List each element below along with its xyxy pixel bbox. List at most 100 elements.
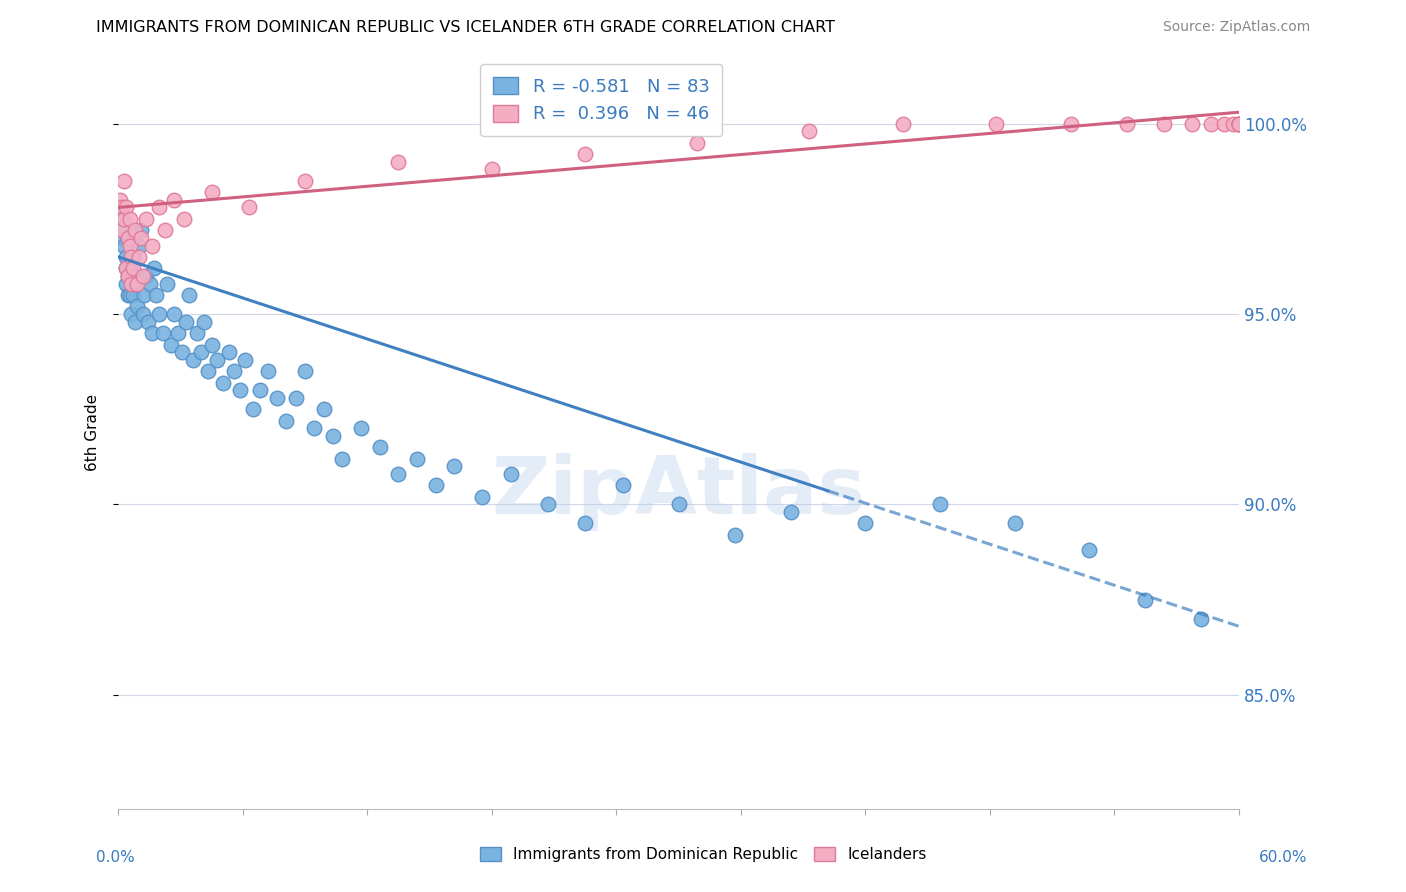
Point bbox=[141, 238, 163, 252]
Point bbox=[122, 250, 145, 264]
Point bbox=[1115, 117, 1137, 131]
Point bbox=[173, 211, 195, 226]
Point bbox=[148, 307, 170, 321]
Point bbox=[218, 345, 240, 359]
Point bbox=[1227, 117, 1250, 131]
Point bbox=[129, 223, 152, 237]
Point bbox=[114, 277, 136, 291]
Point bbox=[112, 174, 135, 188]
Point bbox=[167, 326, 190, 340]
Point bbox=[190, 345, 212, 359]
Point bbox=[163, 307, 186, 321]
Point bbox=[537, 497, 560, 511]
Point bbox=[125, 300, 148, 314]
Point bbox=[284, 391, 307, 405]
Point bbox=[111, 231, 134, 245]
Point bbox=[117, 268, 139, 283]
Point bbox=[387, 467, 409, 481]
Point bbox=[891, 117, 914, 131]
Point bbox=[111, 211, 134, 226]
Point bbox=[118, 238, 141, 252]
Point bbox=[499, 467, 522, 481]
Point bbox=[294, 174, 316, 188]
Point bbox=[686, 136, 709, 150]
Point bbox=[114, 201, 136, 215]
Point bbox=[186, 326, 208, 340]
Point bbox=[122, 261, 145, 276]
Point bbox=[201, 337, 224, 351]
Point bbox=[304, 421, 326, 435]
Point bbox=[425, 478, 447, 492]
Point bbox=[1153, 117, 1175, 131]
Point bbox=[723, 528, 745, 542]
Point bbox=[406, 451, 429, 466]
Point bbox=[120, 250, 142, 264]
Point bbox=[984, 117, 1007, 131]
Point bbox=[612, 478, 634, 492]
Point bbox=[124, 315, 146, 329]
Point bbox=[1227, 117, 1250, 131]
Y-axis label: 6th Grade: 6th Grade bbox=[86, 393, 100, 471]
Point bbox=[256, 364, 278, 378]
Point bbox=[163, 193, 186, 207]
Point bbox=[266, 391, 288, 405]
Point bbox=[471, 490, 494, 504]
Point bbox=[156, 277, 179, 291]
Point bbox=[118, 211, 141, 226]
Legend: Immigrants from Dominican Republic, Icelanders: Immigrants from Dominican Republic, Icel… bbox=[474, 840, 932, 868]
Point bbox=[387, 154, 409, 169]
Point bbox=[174, 315, 197, 329]
Point bbox=[117, 231, 139, 245]
Point bbox=[1004, 516, 1026, 531]
Legend: R = -0.581   N = 83, R =  0.396   N = 46: R = -0.581 N = 83, R = 0.396 N = 46 bbox=[481, 64, 723, 136]
Point bbox=[1078, 543, 1101, 558]
Point bbox=[153, 223, 176, 237]
Point bbox=[112, 223, 135, 237]
Point bbox=[207, 352, 229, 367]
Point bbox=[179, 288, 201, 302]
Point bbox=[142, 261, 165, 276]
Point bbox=[170, 345, 193, 359]
Point bbox=[114, 261, 136, 276]
Point bbox=[110, 201, 132, 215]
Text: 60.0%: 60.0% bbox=[1260, 850, 1308, 865]
Point bbox=[125, 277, 148, 291]
Point bbox=[799, 124, 821, 138]
Point bbox=[668, 497, 690, 511]
Point bbox=[294, 364, 316, 378]
Point bbox=[111, 223, 134, 237]
Point bbox=[929, 497, 952, 511]
Point bbox=[332, 451, 354, 466]
Point bbox=[1212, 117, 1234, 131]
Point bbox=[481, 162, 503, 177]
Point bbox=[1227, 117, 1250, 131]
Point bbox=[110, 193, 132, 207]
Point bbox=[193, 315, 215, 329]
Point bbox=[159, 337, 181, 351]
Point bbox=[224, 364, 246, 378]
Point bbox=[129, 231, 152, 245]
Point bbox=[118, 288, 141, 302]
Point bbox=[779, 505, 801, 519]
Point bbox=[122, 288, 145, 302]
Point bbox=[212, 376, 235, 390]
Point bbox=[201, 185, 224, 199]
Point bbox=[249, 383, 271, 397]
Point bbox=[350, 421, 373, 435]
Point bbox=[135, 268, 157, 283]
Point bbox=[574, 516, 596, 531]
Point bbox=[1135, 592, 1157, 607]
Point bbox=[238, 201, 260, 215]
Point bbox=[120, 277, 142, 291]
Point bbox=[131, 268, 153, 283]
Point bbox=[131, 307, 153, 321]
Point bbox=[124, 223, 146, 237]
Point bbox=[139, 277, 162, 291]
Point bbox=[145, 288, 167, 302]
Point bbox=[118, 258, 141, 272]
Text: ZipAtlas: ZipAtlas bbox=[491, 453, 866, 532]
Point bbox=[312, 402, 335, 417]
Point bbox=[276, 414, 298, 428]
Point bbox=[229, 383, 252, 397]
Point bbox=[128, 238, 150, 252]
